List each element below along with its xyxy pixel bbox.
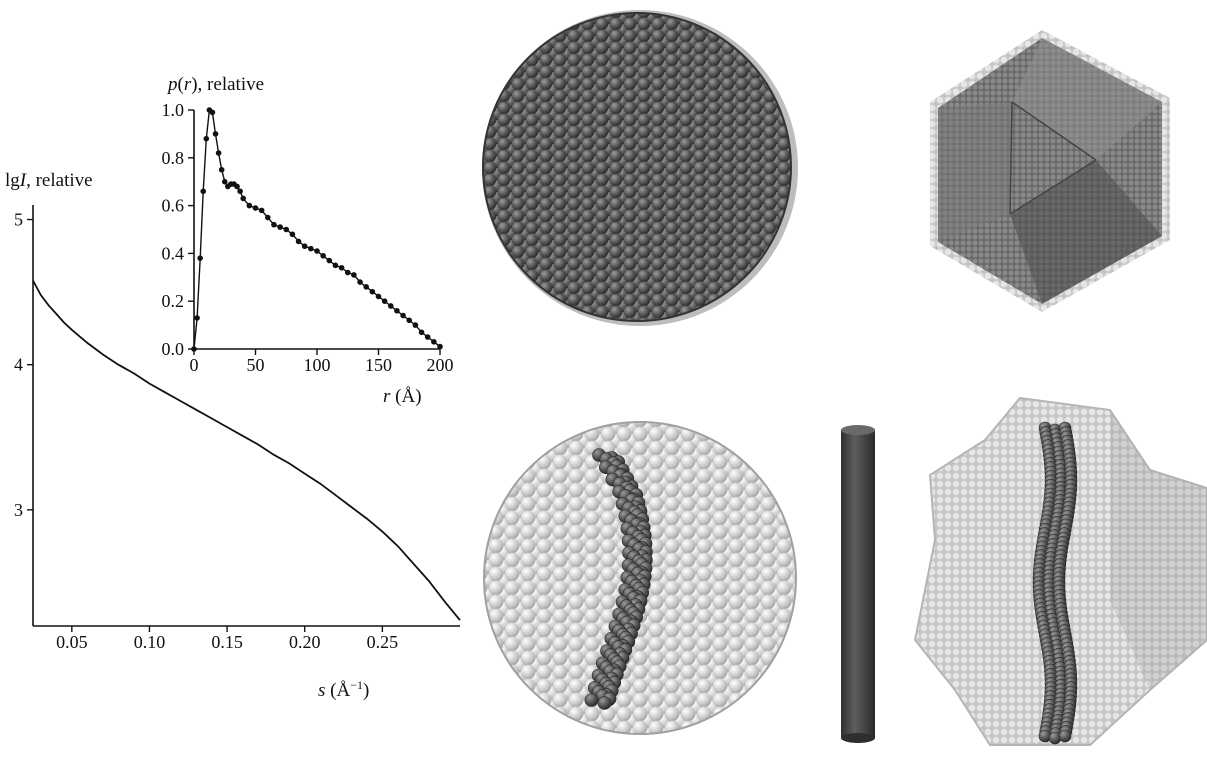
x-tick-label: 100 <box>304 355 331 375</box>
scattering-curve-line <box>32 280 461 621</box>
distance-distribution-inset: 0 50 100 150 200 0.0 0.2 0.4 0.6 0.8 1.0 p(r), rel… <box>162 74 454 407</box>
y-tick-label: 3 <box>14 500 23 520</box>
light-shell-with-rod-model <box>913 396 1207 746</box>
x-tick-label: 200 <box>427 355 454 375</box>
data-point <box>400 312 406 319</box>
data-point <box>424 334 431 340</box>
dark-bead-chain <box>584 448 653 710</box>
x-tick-label: 150 <box>365 355 392 375</box>
data-point <box>326 257 333 264</box>
data-point <box>320 252 326 259</box>
data-point <box>406 317 413 324</box>
y-tick-label: 0.6 <box>162 196 185 216</box>
x-tick-label: 0.05 <box>56 632 88 652</box>
data-point <box>209 109 216 116</box>
dense-bead-model <box>482 10 798 326</box>
data-point <box>212 131 219 137</box>
main-x-axis-label: s (Å−1) <box>318 678 369 701</box>
data-point <box>271 221 277 228</box>
dark-bead-rod <box>1032 421 1078 745</box>
distance-distribution-markers <box>191 107 443 352</box>
x-tick-label: 0.20 <box>289 632 321 652</box>
data-point <box>197 255 203 261</box>
light-sphere-with-chain-model <box>483 421 797 735</box>
data-point <box>314 248 320 254</box>
bead <box>597 696 612 710</box>
data-point <box>191 346 197 352</box>
data-point <box>246 202 253 209</box>
data-point <box>332 262 339 269</box>
data-point <box>265 214 271 221</box>
data-point <box>357 279 363 285</box>
data-point <box>221 178 228 185</box>
x-tick-label: 0 <box>190 355 199 375</box>
x-tick-label: 0.10 <box>134 632 166 652</box>
cylinder-rod-model <box>841 425 875 743</box>
y-tick-label: 0.2 <box>162 291 185 311</box>
data-point <box>351 272 357 278</box>
data-point <box>437 343 443 350</box>
data-point <box>252 205 259 211</box>
data-point <box>375 293 382 300</box>
bead <box>1058 729 1072 743</box>
x-tick-label: 0.15 <box>211 632 243 652</box>
data-point <box>338 264 345 271</box>
data-point <box>381 298 388 305</box>
data-point <box>344 269 351 276</box>
data-point <box>258 207 265 214</box>
y-tick-label: 5 <box>14 210 23 230</box>
data-point <box>194 315 200 321</box>
bead <box>584 693 599 707</box>
data-point <box>203 135 210 142</box>
data-point <box>283 226 290 233</box>
inset-y-axis-label: p(r), relative <box>166 74 264 95</box>
data-point <box>388 303 394 309</box>
data-point <box>237 188 243 195</box>
x-tick-label: 0.25 <box>367 632 399 652</box>
data-point <box>369 288 376 295</box>
data-point <box>308 245 314 252</box>
data-point <box>363 284 370 290</box>
x-tick-label: 50 <box>247 355 265 375</box>
main-axes <box>32 205 460 627</box>
data-point <box>277 224 283 230</box>
main-y-axis-label: lgI, relative <box>5 170 93 191</box>
icosahedral-shell-model <box>930 30 1170 312</box>
data-point <box>418 329 425 336</box>
data-point <box>394 307 400 314</box>
y-tick-label: 0.8 <box>162 148 185 168</box>
data-point <box>295 238 302 245</box>
y-tick-label: 4 <box>14 355 23 375</box>
data-point <box>412 322 419 328</box>
data-point <box>215 150 222 156</box>
inset-x-axis-label: r (Å) <box>383 386 422 407</box>
data-point <box>431 339 437 345</box>
y-tick-label: 0.0 <box>162 339 185 359</box>
data-point <box>218 166 225 173</box>
data-point <box>200 188 207 195</box>
y-tick-label: 0.4 <box>162 243 185 263</box>
inset-ticks: 0 50 100 150 200 0.0 0.2 0.4 0.6 0.8 1.0 <box>162 100 454 375</box>
data-point <box>301 243 308 250</box>
data-point <box>240 195 246 202</box>
data-point <box>289 231 296 238</box>
y-tick-label: 1.0 <box>162 100 185 120</box>
data-point <box>234 183 240 190</box>
